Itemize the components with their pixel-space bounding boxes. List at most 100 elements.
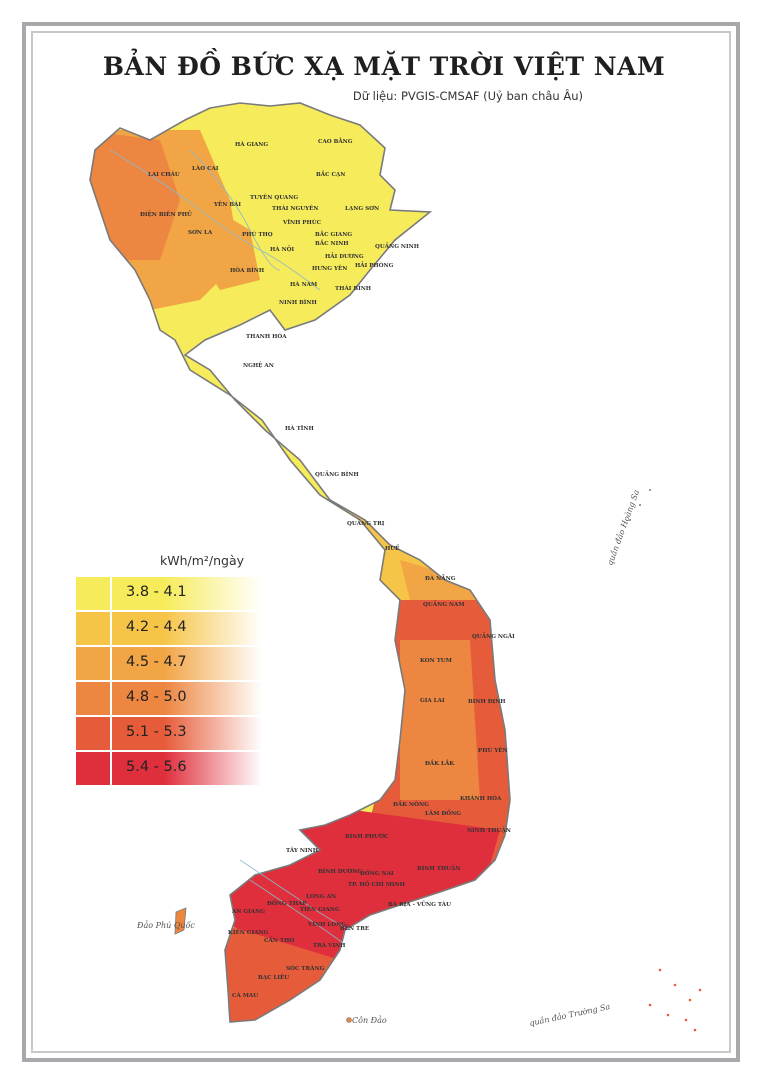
province-khanh-hoa: KHÁNH HÒA [460,794,502,802]
province-hue: HUẾ [385,544,400,552]
province-binh-phuoc: BÌNH PHƯỚC [345,832,389,840]
province-kien-giang: KIÊN GIANG [228,928,269,936]
legend-label: 5.4 - 5.6 [126,759,187,775]
province-binh-dinh: BÌNH ĐỊNH [468,697,506,705]
province-dak-lak: ĐẮK LẮK [425,759,455,767]
province-ca-mau: CÀ MAU [232,992,258,999]
province-an-giang: AN GIANG [231,909,265,915]
legend-bar [112,647,262,680]
province-phu-tho: PHÚ THỌ [242,230,273,238]
province-ba-ria-vung-tau: BÀ RỊA - VŨNG TÀU [388,900,451,908]
province-ninh-thuan: NINH THUẬN [467,826,511,834]
label-hoang-sa: quần đảo Hoàng Sa [605,488,641,566]
province-gia-lai: GIA LAI [420,698,445,704]
legend-item: 4.5 - 4.7 [76,647,262,680]
legend-item: 5.1 - 5.3 [76,717,262,750]
legend-bar [112,612,262,645]
province-hai-phong: HẢI PHÒNG [355,261,394,269]
legend-bar [112,752,262,785]
province-hung-yen: HƯNG YÊN [312,264,347,272]
legend-bar [112,682,262,715]
province-bac-can: BẮC CẠN [316,170,345,178]
province-vinh-phuc: VĨNH PHÚC [282,218,322,226]
legend-swatch [76,682,110,715]
label-truong-sa: quần đảo Trường Sa [529,1002,612,1028]
rivers [109,149,351,946]
legend-item: 3.8 - 4.1 [76,577,262,610]
province-dong-thap: ĐỒNG THÁP [267,898,307,907]
legend-swatch [76,577,110,610]
con-dao-island [346,1017,352,1023]
province-thai-nguyen: THÁI NGUYÊN [272,204,319,212]
province-lam-dong: LÂM ĐỒNG [425,808,461,817]
legend-label: 3.8 - 4.1 [126,584,187,600]
province-binh-duong: BÌNH DƯƠNG [318,867,362,875]
label-con-dao: Côn Đảo [352,1016,387,1025]
province-quang-tri: QUẢNG TRỊ [347,519,385,527]
province-labels: HÀ GIANG CAO BẰNG LAI CHÂU LÀO CAI BẮC C… [140,137,515,999]
province-ben-tre: BẾN TRE [340,924,369,932]
legend-item: 4.8 - 5.0 [76,682,262,715]
legend-label: 4.8 - 5.0 [126,689,187,705]
map-source: Dữ liệu: PVGIS-CMSAF (Uỷ ban châu Âu) [352,89,583,103]
phu-quoc-island [174,907,187,935]
province-lao-cai: LÀO CAI [192,165,219,172]
province-ha-tinh: HÀ TĨNH [285,425,314,432]
province-vinh-long: VĨNH LONG [307,921,346,928]
province-son-la: SƠN LA [188,230,213,236]
province-dak-nong: ĐẮK NÔNG [393,800,429,808]
legend-swatch [76,612,110,645]
province-quang-ngai: QUẢNG NGÃI [472,632,515,640]
province-lang-son: LẠNG SƠN [345,206,379,212]
province-thanh-hoa: THANH HÓA [246,332,287,340]
map-inner-frame [31,31,731,1053]
truong-sa-islands [648,968,702,1032]
hoang-sa-islands [629,489,651,521]
country-outline [89,102,511,1023]
map-title: BẢN ĐỒ BỨC XẠ MẶT TRỜI VIỆT NAM [102,52,666,81]
province-da-nang: ĐÀ NẴNG [425,574,456,582]
legend-swatch [76,717,110,750]
province-hai-duong: HẢI DƯƠNG [325,252,364,260]
province-ninh-binh: NINH BÌNH [279,298,318,306]
province-tra-vinh: TRÀ VINH [313,942,346,949]
province-bac-giang: BẮC GIANG [315,230,352,238]
province-quang-nam: QUẢNG NAM [423,600,465,608]
province-tay-ninh: TÂY NINH [286,847,319,854]
province-ha-giang: HÀ GIANG [235,141,268,148]
province-phu-yen: PHÚ YÊN [478,746,508,754]
province-ha-noi: HÀ NỘI [270,245,295,253]
legend-label: 4.2 - 4.4 [126,619,187,635]
province-thai-binh: THÁI BÌNH [335,284,372,292]
province-kon-tum: KON TUM [420,658,452,664]
province-yen-bai: YÊN BÁI [213,200,241,208]
province-quang-ninh: QUẢNG NINH [375,242,420,250]
province-bac-ninh: BẮC NINH [315,239,349,247]
legend-bar [112,577,262,610]
province-dien-bien-phu: ĐIỆN BIÊN PHỦ [140,210,192,218]
province-lai-chau: LAI CHÂU [148,171,180,178]
legend-label: 5.1 - 5.3 [126,724,187,740]
province-nghe-an: NGHỆ AN [243,361,274,369]
province-binh-thuan: BÌNH THUẬN [417,864,460,872]
legend-item: 4.2 - 4.4 [76,612,262,645]
province-tp-ho-chi-minh: TP. HỒ CHÍ MINH [348,879,406,888]
province-quang-binh: QUẢNG BÌNH [315,470,359,478]
province-tien-giang: TIỀN GIANG [300,904,340,913]
legend-unit: kWh/m²/ngày [160,553,245,568]
label-phu-quoc: Đảo Phú Quốc [136,921,195,930]
legend-item: 5.4 - 5.6 [76,752,262,785]
legend-bar [112,717,262,750]
province-can-tho: CẦN THƠ [264,935,294,944]
province-tuyen-quang: TUYÊN QUANG [250,193,298,201]
province-cao-bang: CAO BẰNG [318,137,353,145]
province-long-an: LONG AN [306,894,336,900]
province-soc-trang: SÓC TRĂNG [286,964,325,972]
province-hoa-binh: HÒA BÌNH [230,266,265,274]
legend-swatch [76,752,110,785]
legend-label: 4.5 - 4.7 [126,654,187,670]
province-ha-nam: HÀ NAM [290,281,317,288]
province-dong-nai: ĐỒNG NAI [360,868,394,877]
province-bac-lieu: BẠC LIÊU [258,973,289,981]
